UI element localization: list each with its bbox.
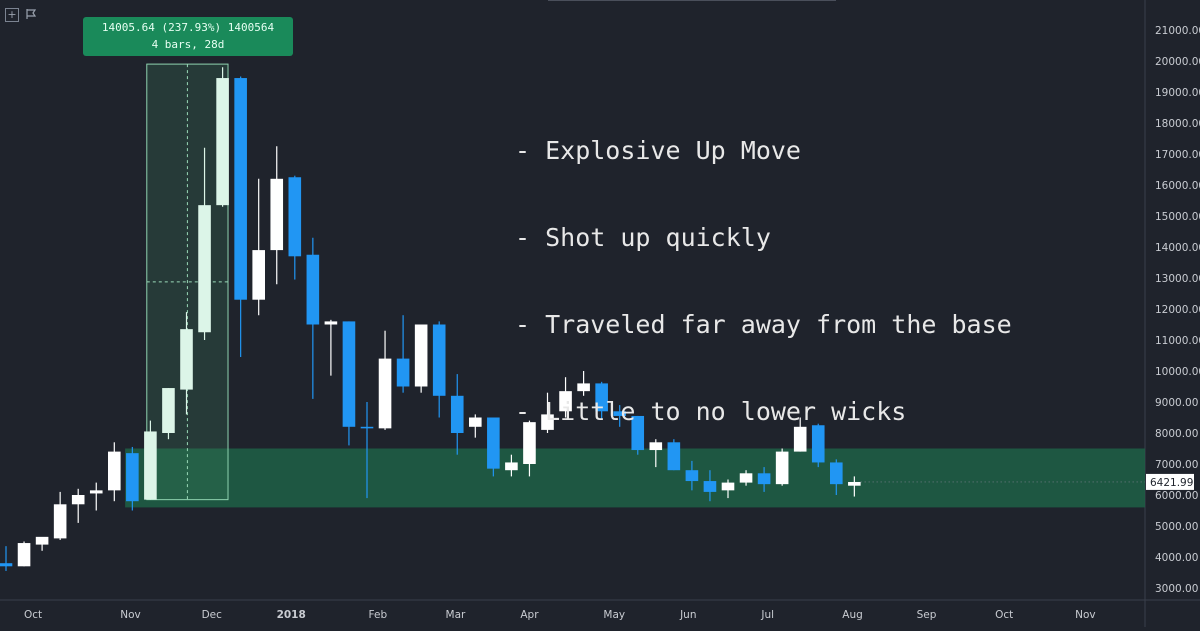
candle-body [288,177,302,257]
y-tick-label: 20000.00 [1155,56,1200,68]
candle-body [703,481,717,492]
candle-body [721,482,735,491]
candle-body [198,205,211,333]
candle-body [595,383,608,412]
y-tick-label: 9000.00 [1155,397,1198,409]
y-tick-label: 4000.00 [1155,552,1198,564]
candle-body [830,462,843,485]
candle-body [739,473,753,483]
candle-body [216,78,229,206]
candle-body [35,536,49,545]
last-price-badge [1146,473,1194,490]
chart-toolbar: + [5,8,37,22]
y-tick-label: 18000.00 [1155,118,1200,130]
candle-body [487,417,500,469]
y-tick-label: 6000.00 [1155,490,1198,502]
y-tick-label: 13000.00 [1155,273,1200,285]
candle-body [234,78,247,300]
candle-body [613,411,626,416]
candle-body [0,563,13,567]
candle-body [793,426,807,452]
candle-body [469,417,482,427]
measure-price-change: 14005.64 (237.93%) 1400564 [101,21,275,34]
candle-body [775,451,789,485]
measure-bars-duration: 4 bars, 28d [151,38,225,51]
x-tick-label: Nov [120,609,141,621]
x-tick-label: Nov [1075,609,1096,621]
y-tick-label: 10000.00 [1155,366,1200,378]
candle-body [162,388,175,433]
candle-body [53,504,67,539]
candle-body [541,414,554,430]
candle-body [757,473,771,485]
candle-body [108,451,121,491]
measure-tooltip: 14005.64 (237.93%) 1400564 4 bars, 28d [83,17,293,56]
y-tick-label: 12000.00 [1155,304,1200,316]
x-tick-label: Jun [679,609,696,621]
annotation-line: - Shot up quickly [515,223,771,252]
y-tick-label: 11000.00 [1155,335,1200,347]
x-tick-label: Dec [202,609,223,621]
candle-body [685,470,699,482]
annotation-line: - Traveled far away from the base [515,310,1012,339]
candle-body [523,422,536,464]
x-tick-label: Mar [446,609,466,621]
candle-body [667,442,681,471]
candle-body [71,495,85,505]
candle-body [180,329,193,390]
x-tick-label: Oct [995,609,1013,621]
x-tick-label: Feb [369,609,388,621]
x-tick-label: Apr [520,609,539,621]
y-tick-label: 5000.00 [1155,521,1198,533]
candle-body [631,415,645,451]
candle-body [559,391,572,412]
x-tick-label: Oct [24,609,42,621]
support-zone [125,448,1145,508]
annotation-text: - Explosive Up Move - Shot up quickly - … [515,78,1012,455]
candle-body [811,425,825,463]
candle-body [649,442,663,451]
x-tick-label: Sep [917,609,937,621]
candle-body [89,490,103,494]
y-tick-label: 17000.00 [1155,149,1200,161]
y-tick-label: 14000.00 [1155,242,1200,254]
candle-body [378,358,392,429]
flag-icon[interactable] [25,8,37,20]
candle-body [505,462,518,471]
candle-body [414,324,428,387]
y-tick-label: 15000.00 [1155,211,1200,223]
candle-body [17,543,31,567]
y-tick-label: 3000.00 [1155,583,1198,595]
candle-body [144,431,157,500]
annotation-line: - Little to no lower wicks [515,397,907,426]
candle-body [306,254,320,325]
candle-body [342,321,356,427]
x-tick-label: May [603,609,625,621]
x-tick-label: Aug [842,609,863,621]
candle-body [432,324,446,396]
x-tick-label: 2018 [277,609,306,621]
last-price-label: 6421.99 [1150,477,1193,489]
y-tick-label: 19000.00 [1155,87,1200,99]
candle-body [324,321,338,325]
candle-body [252,250,265,300]
candle-body [848,481,861,486]
x-tick-label: Jul [760,609,774,621]
candle-body [577,383,590,392]
y-tick-label: 16000.00 [1155,180,1200,192]
annotation-line: - Explosive Up Move [515,136,801,165]
candle-body [126,453,139,502]
y-tick-label: 8000.00 [1155,428,1198,440]
candle-body [396,358,410,387]
candle-body [360,426,374,429]
y-tick-label: 21000.00 [1155,25,1200,37]
y-tick-label: 7000.00 [1155,459,1198,471]
expand-icon[interactable]: + [5,8,19,22]
candle-body [270,178,284,251]
candle-body [450,395,464,433]
